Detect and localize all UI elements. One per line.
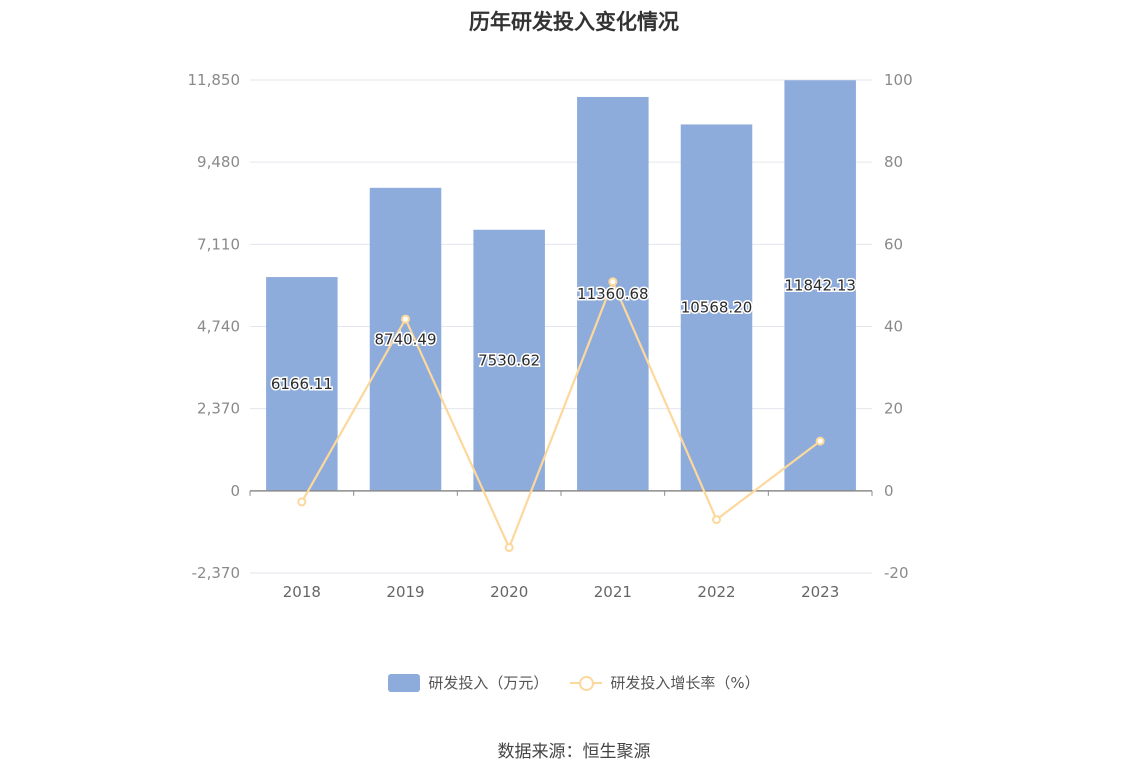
bar	[266, 277, 338, 491]
legend: 研发投入（万元） 研发投入增长率（%）	[0, 672, 1148, 693]
growth-line	[300, 278, 821, 551]
left-tick-label: 2,370	[197, 400, 240, 418]
bar-value-label: 10568.20	[681, 299, 753, 317]
left-tick-label: 9,480	[197, 153, 240, 171]
category-label: 2018	[283, 583, 321, 601]
category-label: 2023	[801, 583, 839, 601]
bar-value-label: 11360.68	[577, 285, 649, 303]
left-tick-label: 11,850	[188, 71, 241, 89]
growth-point	[712, 515, 721, 525]
legend-item-bar[interactable]: 研发投入（万元）	[388, 672, 548, 693]
bar-value-label: 8740.49	[374, 330, 436, 348]
right-tick-label: 40	[884, 318, 903, 336]
left-tick-label: -2,370	[192, 564, 240, 582]
bar-value-label: 6166.11	[271, 375, 333, 393]
bar	[680, 124, 753, 491]
left-tick-label: 0	[230, 482, 240, 500]
grid-layer	[250, 79, 872, 574]
category-label: 2021	[594, 583, 632, 601]
category-label: 2020	[490, 583, 528, 601]
line-layer	[297, 277, 825, 553]
bar-value-label: 11842.13	[784, 277, 856, 295]
legend-line-swatch	[570, 674, 603, 692]
legend-label-line: 研发投入增长率（%）	[610, 674, 760, 692]
right-tick-label: 60	[884, 235, 903, 253]
bar	[784, 80, 856, 491]
right-tick-label: 80	[884, 153, 903, 171]
left-tick-label: 7,110	[197, 235, 240, 253]
label-layer: 6166.11 8740.49 7530.62 11360.68 10568.20 118…	[269, 275, 857, 394]
bar	[473, 229, 545, 491]
legend-bar-swatch	[388, 673, 421, 692]
left-tick-label: 4,740	[197, 318, 240, 336]
bar	[369, 187, 442, 491]
legend-label-bar: 研发投入（万元）	[428, 674, 549, 692]
bar	[577, 96, 649, 491]
right-tick-label: 100	[884, 71, 913, 89]
source-note: 数据来源：恒生聚源	[497, 742, 651, 762]
growth-point	[504, 543, 514, 553]
right-tick-label: 20	[884, 400, 903, 418]
category-label: 2019	[386, 583, 424, 601]
bar-layer	[266, 80, 856, 491]
right-tick-label: 0	[884, 482, 894, 500]
right-tick-label: -20	[884, 564, 909, 582]
category-label: 2022	[697, 583, 735, 601]
growth-point	[401, 314, 410, 324]
growth-point	[608, 277, 618, 287]
growth-point	[297, 497, 307, 507]
chart-title: 历年研发投入变化情况	[469, 10, 679, 34]
bar-value-label: 7530.62	[478, 351, 540, 369]
legend-item-line[interactable]: 研发投入增长率（%）	[570, 672, 760, 693]
growth-point	[815, 436, 825, 446]
axis-layer: 11,850 9,480 7,110 4,740 2,370 0 -2,370 100 80 60…	[188, 71, 913, 601]
